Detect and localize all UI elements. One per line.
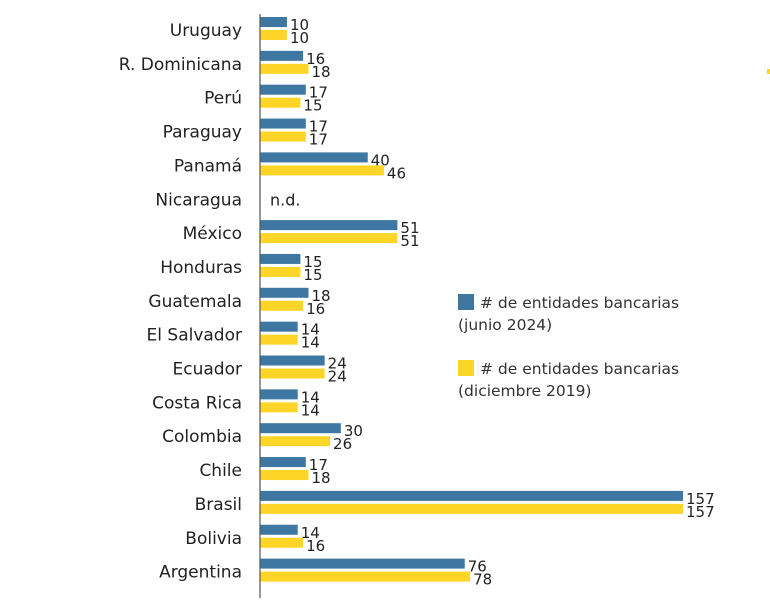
category-label: Colombia	[162, 427, 242, 447]
bar-2024	[260, 355, 325, 366]
category-label: Bolivia	[185, 529, 242, 549]
category-label: Nicaragua	[155, 190, 242, 210]
bar-2024	[260, 389, 298, 400]
value-label: 18	[311, 287, 330, 305]
value-label: 24	[328, 355, 347, 373]
value-label: 16	[306, 300, 325, 318]
value-label: 17	[309, 84, 328, 102]
value-label: 16	[306, 537, 325, 555]
value-label: 15	[303, 97, 322, 115]
value-label: 76	[468, 558, 487, 576]
value-label: 18	[311, 469, 330, 487]
bar-2019	[260, 537, 304, 548]
bar-2024	[260, 220, 398, 231]
bar-2024	[260, 490, 683, 501]
bar-2024	[260, 524, 298, 535]
category-label: Perú	[204, 89, 242, 109]
legend-swatch-yellow	[458, 360, 474, 376]
value-label: 30	[344, 422, 363, 440]
value-label: 14	[301, 321, 320, 339]
category-label: Chile	[199, 461, 242, 481]
category-label: Honduras	[160, 258, 242, 278]
bar-2019	[260, 571, 471, 582]
value-label: 14	[301, 401, 320, 419]
legend-item-2019: # de entidades bancarias (diciembre 2019…	[458, 358, 679, 402]
bar-2019	[260, 266, 301, 277]
category-label: Paraguay	[163, 123, 242, 143]
bar-2024	[260, 321, 298, 332]
bar-2024	[260, 457, 306, 468]
bar-2024	[260, 50, 304, 61]
bar-2024	[260, 287, 309, 298]
bar-2019	[260, 63, 309, 74]
bar-2019	[260, 503, 683, 514]
value-label: 17	[309, 118, 328, 136]
category-label: Argentina	[159, 563, 242, 583]
bar-2019	[260, 131, 306, 142]
value-label: 157	[686, 503, 715, 521]
value-label: 157	[686, 490, 715, 508]
value-label: 14	[301, 334, 320, 352]
value-label: 10	[290, 29, 309, 47]
category-label: El Salvador	[147, 326, 242, 346]
value-label: 24	[328, 368, 347, 386]
bar-2019	[260, 470, 309, 481]
value-label: 26	[333, 435, 352, 453]
category-label: Ecuador	[173, 360, 242, 380]
category-label: Brasil	[195, 495, 242, 515]
value-label: 15	[303, 266, 322, 284]
value-label: 15	[303, 253, 322, 271]
legend-label: (junio 2024)	[458, 316, 553, 334]
value-label: 40	[371, 151, 390, 169]
category-label: Guatemala	[148, 292, 242, 312]
category-label: Uruguay	[170, 21, 242, 41]
category-label: México	[183, 224, 242, 244]
bar-2019	[260, 300, 304, 311]
value-label: 51	[400, 232, 419, 250]
value-label: 17	[309, 456, 328, 474]
category-label: Panamá	[174, 156, 242, 176]
bar-2024	[260, 17, 287, 27]
decorative-mark	[767, 69, 770, 74]
value-label: 18	[311, 63, 330, 81]
value-label: 14	[301, 388, 320, 406]
value-label: 17	[309, 131, 328, 149]
legend-label: (diciembre 2019)	[458, 382, 592, 400]
value-label: 14	[301, 524, 320, 542]
bar-2019	[260, 165, 384, 176]
bar-2019	[260, 30, 287, 40]
bar-2019	[260, 402, 298, 413]
bar-2024	[260, 84, 306, 95]
bar-2024	[260, 152, 368, 163]
bar-2019	[260, 97, 301, 108]
legend-swatch-blue	[458, 294, 474, 310]
bar-2024	[260, 558, 465, 569]
value-label: 78	[473, 571, 492, 589]
bar-2024	[260, 253, 301, 264]
value-label: 46	[387, 164, 406, 182]
missing-label: n.d.	[270, 190, 300, 209]
bar-2019	[260, 436, 331, 447]
legend-label: # de entidades bancarias	[480, 294, 680, 312]
bar-2024	[260, 118, 306, 129]
bar-2024	[260, 423, 341, 434]
category-label: Costa Rica	[152, 393, 242, 413]
legend-label: # de entidades bancarias	[480, 360, 680, 378]
value-label: 10	[290, 16, 309, 34]
value-label: 51	[400, 219, 419, 237]
legend-item-2024: # de entidades bancarias (junio 2024)	[458, 292, 679, 336]
bar-2019	[260, 233, 398, 244]
bar-2019	[260, 334, 298, 345]
bar-2019	[260, 368, 325, 379]
category-label: R. Dominicana	[119, 55, 242, 75]
value-label: 16	[306, 50, 325, 68]
